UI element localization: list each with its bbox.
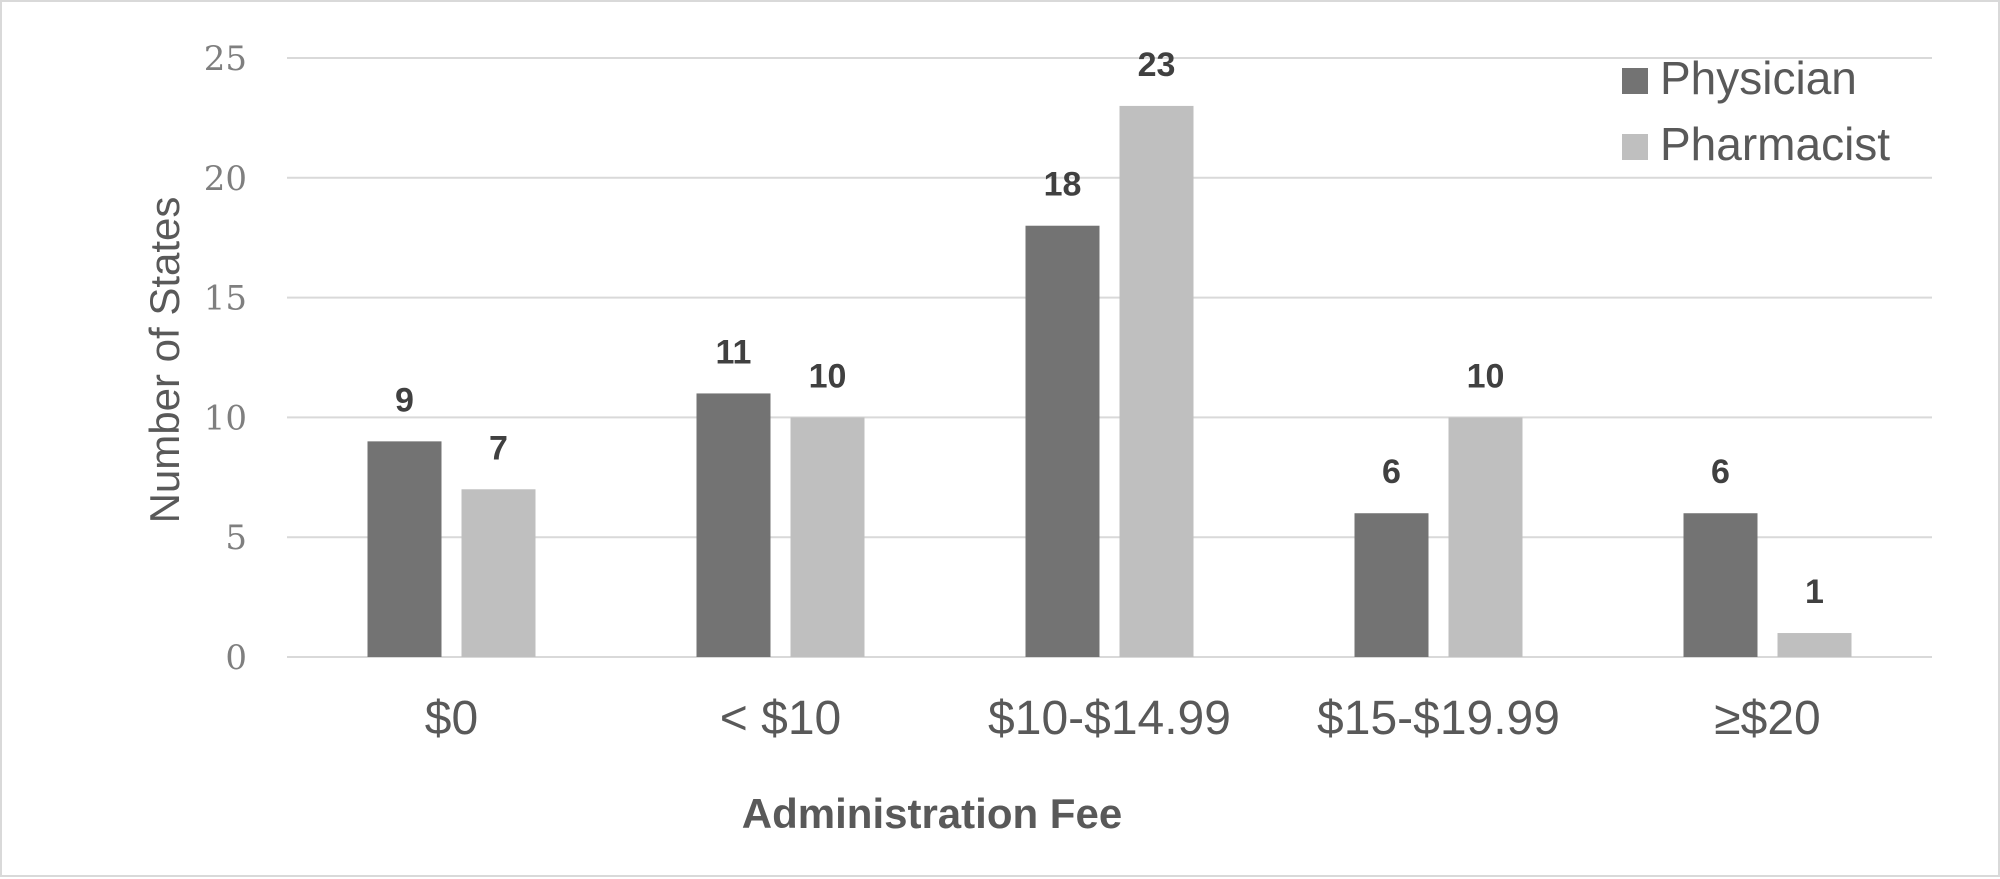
legend-swatch	[1622, 134, 1648, 160]
data-label: 10	[809, 357, 847, 395]
y-tick-label: 20	[204, 159, 247, 199]
x-category-label: < $10	[720, 692, 841, 745]
gridlines	[287, 57, 1932, 658]
data-label: 9	[395, 381, 414, 419]
bars	[367, 105, 1852, 658]
data-label: 23	[1138, 46, 1176, 84]
x-category-label: $15-$19.99	[1317, 692, 1560, 745]
y-tick-label: 0	[225, 638, 247, 678]
legend-swatch	[1622, 68, 1648, 94]
y-axis-ticks: 0 5 10 15 20 25	[204, 39, 247, 678]
x-category-label: $0	[425, 692, 478, 745]
legend-label: Physician	[1660, 52, 1857, 104]
x-axis-categories: $0 < $10 $10-$14.99 $15-$19.99 ≥$20	[425, 692, 1821, 745]
data-label: 6	[1711, 453, 1730, 491]
bar-physician-1	[696, 393, 771, 657]
data-label: 11	[716, 333, 752, 371]
bar-physician-4	[1683, 513, 1758, 657]
legend-label: Pharmacist	[1660, 118, 1890, 170]
bar-pharmacist-2	[1119, 105, 1194, 658]
bar-pharmacist-4	[1777, 633, 1852, 657]
data-labels: 9 7 11 10 18 23 6 10 6 1	[395, 46, 1824, 611]
y-axis-title: Number of States	[141, 197, 188, 524]
y-tick-label: 5	[225, 518, 247, 558]
bar-physician-3	[1354, 513, 1429, 657]
data-label: 1	[1805, 573, 1824, 611]
x-axis-title: Administration Fee	[742, 790, 1122, 837]
data-label: 10	[1467, 357, 1505, 395]
bar-pharmacist-1	[790, 417, 865, 657]
data-label: 7	[489, 429, 508, 467]
data-label: 18	[1044, 166, 1082, 204]
x-category-label: ≥$20	[1714, 692, 1820, 745]
bar-physician-2	[1025, 225, 1100, 657]
bar-pharmacist-0	[461, 489, 536, 657]
y-tick-label: 15	[204, 279, 247, 319]
y-tick-label: 25	[204, 39, 247, 79]
legend: Physician Pharmacist	[1622, 52, 1890, 170]
y-tick-label: 10	[204, 398, 247, 438]
x-category-label: $10-$14.99	[988, 692, 1231, 745]
bar-physician-0	[367, 441, 442, 657]
bar-pharmacist-3	[1448, 417, 1523, 657]
data-label: 6	[1382, 453, 1401, 491]
